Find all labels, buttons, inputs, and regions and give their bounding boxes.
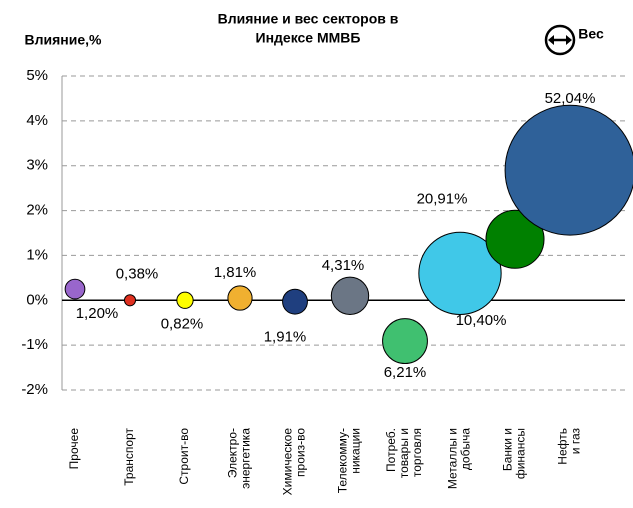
y-axis-label: Влияние,% (25, 32, 103, 48)
x-tick-label: добыча (459, 428, 473, 470)
bubble (382, 318, 428, 365)
data-label: 6,21% (384, 364, 427, 381)
bubble (330, 276, 370, 315)
x-tick-label: произ-во (294, 428, 308, 477)
x-tick-label: Металлы и (446, 428, 460, 489)
data-label: 20,91% (417, 190, 468, 207)
chart-title: Влияние и вес секторов в (218, 11, 399, 27)
y-tick-label: 2% (26, 202, 48, 219)
bubble (123, 294, 137, 307)
y-tick-label: -2% (21, 381, 48, 398)
data-label: 1,20% (76, 305, 119, 322)
data-label: 4,31% (322, 257, 365, 274)
y-tick-label: 4% (26, 112, 48, 129)
bubble (64, 278, 86, 300)
x-tick-label: Нефть (556, 428, 570, 465)
y-tick-label: 3% (26, 157, 48, 174)
bubble (282, 288, 308, 315)
x-tick-label: Строит-во (177, 428, 191, 485)
data-label: 0,38% (116, 265, 159, 282)
data-label: 1,91% (264, 329, 307, 346)
bubble (227, 285, 253, 311)
x-tick-label: товары и (397, 428, 411, 478)
bubble (485, 209, 545, 269)
x-tick-label: никации (349, 428, 363, 474)
data-label: 10,40% (456, 312, 507, 329)
y-tick-label: 0% (26, 291, 48, 308)
y-tick-label: -1% (21, 336, 48, 353)
chart-title: Индексе ММВБ (256, 30, 361, 46)
y-tick-label: 5% (26, 67, 48, 84)
data-label: 52,04% (545, 90, 596, 107)
x-tick-label: Банки и (501, 428, 515, 471)
data-label: 0,82% (161, 315, 204, 332)
data-label: 1,81% (214, 264, 257, 281)
x-tick-label: Химическое (281, 428, 295, 496)
bubble (418, 231, 502, 316)
x-tick-label: Транспорт (122, 428, 136, 486)
x-tick-label: торговля (410, 428, 424, 477)
x-tick-label: Прочее (67, 428, 81, 470)
x-tick-label: Электро- (226, 428, 240, 478)
size-legend-icon (544, 24, 576, 56)
x-tick-label: Телекомму- (336, 428, 350, 493)
size-legend-label: Вес (578, 26, 604, 42)
y-tick-label: 1% (26, 246, 48, 263)
x-tick-label: Потреб. (384, 428, 398, 472)
x-tick-label: энергетика (239, 428, 253, 489)
bubble (176, 291, 194, 309)
bubble (504, 104, 633, 236)
x-tick-label: финансы (514, 428, 528, 479)
x-tick-label: и газ (569, 428, 583, 455)
